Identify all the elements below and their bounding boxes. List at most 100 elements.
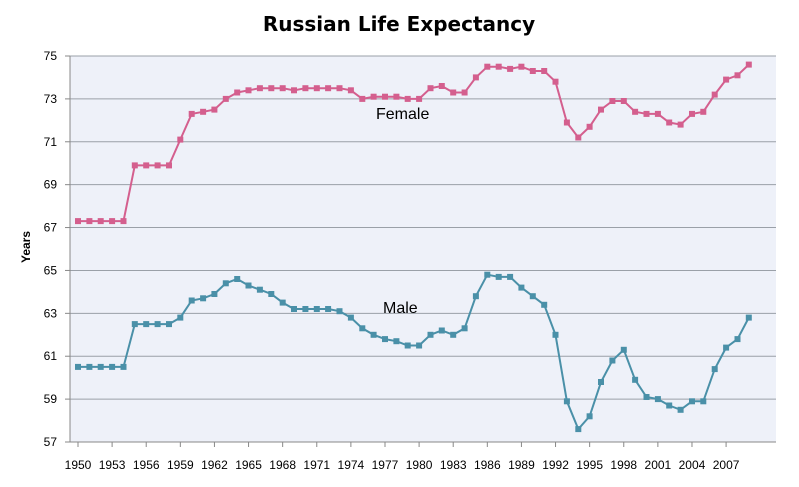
male-point-1952	[97, 363, 104, 370]
male-point-2007	[723, 344, 730, 351]
female-point-2008	[734, 72, 741, 79]
female-point-2006	[711, 91, 718, 98]
x-tick-labels: 1950 1953 1956 1959 1962 1965 1968 1971 1974 1977…	[65, 442, 740, 472]
male-point-1956	[143, 321, 150, 328]
female-point-1972	[325, 85, 332, 92]
female-point-1957	[154, 162, 161, 169]
male-point-1994	[575, 426, 582, 433]
male-point-1959	[177, 314, 184, 321]
male-point-1963	[222, 280, 229, 287]
male-point-1978	[393, 338, 400, 345]
female-point-2002	[666, 119, 673, 126]
female-point-2005	[700, 108, 707, 115]
female-point-1969	[291, 87, 297, 94]
male-point-1998	[620, 346, 627, 353]
male-point-1951	[86, 363, 93, 370]
plot-area	[70, 56, 776, 442]
male-point-1997	[609, 357, 616, 364]
female-point-1955	[131, 162, 138, 169]
male-point-1972	[325, 306, 332, 312]
female-point-1967	[268, 85, 275, 92]
male-point-1968	[279, 299, 286, 306]
xtick-label-1953: 1953	[99, 458, 126, 472]
male-point-1965	[245, 282, 252, 289]
male-point-2002	[666, 402, 673, 409]
ytick-label-67: 67	[44, 221, 58, 235]
female-point-2001	[654, 110, 661, 117]
female-point-1964	[234, 89, 241, 96]
xtick-label-1950: 1950	[65, 458, 92, 472]
female-point-1996	[598, 106, 604, 113]
female-point-1974	[347, 87, 354, 94]
ytick-label-71: 71	[44, 135, 58, 149]
male-series-label: Male	[383, 300, 418, 317]
female-point-1973	[336, 85, 343, 92]
female-point-1995	[586, 123, 593, 130]
female-point-1994	[575, 134, 582, 141]
male-point-1986	[484, 271, 491, 278]
xtick-label-1959: 1959	[167, 458, 194, 472]
female-point-1983	[450, 89, 457, 96]
male-point-2009	[745, 314, 752, 321]
female-point-1990	[529, 68, 536, 74]
female-point-1981	[427, 85, 434, 92]
chart-title: Russian Life Expectancy	[263, 12, 535, 36]
female-point-1971	[313, 85, 320, 92]
male-point-1961	[200, 295, 207, 302]
xtick-label-1977: 1977	[372, 458, 399, 472]
male-point-1953	[109, 363, 116, 370]
ytick-label-65: 65	[44, 263, 58, 277]
male-point-1962	[211, 291, 218, 297]
male-point-2003	[677, 406, 684, 413]
female-point-1962	[211, 106, 218, 113]
female-point-1978	[393, 93, 400, 100]
female-point-1998	[620, 98, 627, 104]
female-point-1954	[120, 218, 127, 225]
female-point-2003	[677, 121, 684, 128]
male-point-1960	[188, 297, 195, 304]
female-point-2000	[643, 110, 650, 117]
xtick-label-2001: 2001	[645, 458, 672, 472]
xtick-label-2007: 2007	[713, 458, 740, 472]
male-point-2004	[689, 398, 695, 405]
ytick-label-61: 61	[44, 349, 58, 363]
female-point-1968	[279, 85, 286, 92]
male-point-1993	[563, 398, 570, 405]
female-point-1999	[632, 108, 639, 115]
female-point-1960	[188, 110, 195, 117]
male-point-1974	[347, 314, 354, 321]
male-point-1995	[586, 413, 593, 420]
female-point-1976	[370, 93, 377, 100]
xtick-label-1974: 1974	[338, 458, 365, 472]
ytick-label-63: 63	[44, 306, 58, 320]
male-point-1967	[268, 291, 275, 297]
xtick-label-1956: 1956	[133, 458, 160, 472]
ytick-label-69: 69	[44, 178, 58, 192]
male-point-1981	[427, 331, 434, 338]
xtick-label-2004: 2004	[679, 458, 706, 472]
female-point-1986	[484, 63, 491, 70]
male-point-1980	[416, 342, 423, 349]
male-point-1996	[598, 379, 604, 385]
female-point-1987	[495, 63, 502, 70]
female-point-1977	[382, 93, 388, 100]
male-point-1985	[472, 293, 479, 300]
male-point-1989	[518, 284, 525, 291]
xtick-label-1995: 1995	[576, 458, 603, 472]
male-point-1984	[461, 325, 468, 332]
male-point-1991	[541, 301, 548, 308]
male-point-1976	[370, 331, 377, 338]
male-point-1954	[120, 363, 127, 370]
male-point-1957	[154, 321, 161, 328]
y-tick-labels: 57 59 61 63 65 67 69 71 73 75	[44, 49, 58, 449]
male-point-1964	[234, 276, 241, 282]
male-point-1975	[359, 325, 366, 332]
female-point-1993	[563, 119, 570, 126]
male-point-2005	[700, 398, 707, 405]
female-point-1952	[97, 218, 104, 225]
ytick-label-59: 59	[44, 392, 58, 406]
male-point-1955	[131, 321, 138, 328]
male-point-1973	[336, 308, 343, 315]
male-point-1979	[404, 342, 411, 349]
